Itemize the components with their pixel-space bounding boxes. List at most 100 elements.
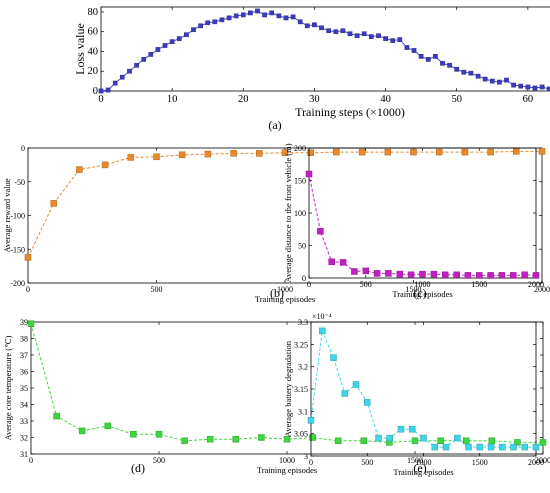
data-point [362, 267, 370, 275]
data-point [482, 76, 488, 82]
x-tick-label: 40 [380, 94, 391, 105]
data-point [437, 437, 444, 445]
data-point [153, 153, 160, 161]
y-tick-label: 0 [93, 86, 98, 97]
data-point [206, 435, 214, 443]
data-point [307, 149, 314, 156]
data-point [309, 434, 316, 441]
plot-frame [100, 6, 550, 92]
data-point [162, 43, 168, 48]
data-point [361, 31, 367, 37]
x-axis-ticks: 0 500 1000 1500 2000 [309, 322, 544, 467]
data-point [354, 33, 360, 39]
data-point [333, 148, 340, 156]
data-point [276, 13, 282, 19]
y-tick-label: 35 [20, 384, 28, 393]
series-markers [305, 170, 540, 279]
data-point [461, 148, 469, 156]
y-axis-label: Average battery degradation [283, 340, 293, 437]
data-point [304, 23, 310, 29]
x-tick-label: 0 [26, 285, 30, 294]
panel-label: (a) [268, 118, 281, 132]
data-point [256, 150, 263, 157]
data-point [312, 22, 317, 28]
data-point [504, 77, 509, 83]
series-markers [24, 148, 546, 261]
x-tick-label: 1500 [406, 285, 422, 294]
data-point [498, 272, 506, 279]
data-point [148, 52, 154, 57]
panel-label: (b) [270, 286, 284, 300]
y-tick-label: 38 [20, 335, 28, 344]
series-line [310, 328, 536, 448]
data-point [53, 412, 60, 420]
data-point [487, 443, 495, 451]
data-point [319, 25, 324, 31]
data-point [418, 54, 424, 59]
data-point [319, 327, 326, 335]
series-markers [27, 320, 547, 446]
x-tick-label: 30 [309, 94, 320, 105]
data-point [176, 36, 182, 41]
data-point [127, 154, 135, 161]
data-point [539, 84, 545, 90]
x-tick-label: 500 [153, 456, 165, 465]
y-axis-ticks: 0 20 40 60 80 [88, 7, 104, 97]
data-point [184, 32, 189, 38]
data-point [127, 68, 132, 74]
y-axis-label: Average distance to the front vehicle (m… [283, 143, 293, 282]
x-axis-label: Training episodes [257, 465, 317, 475]
data-point [375, 434, 382, 442]
data-point [410, 148, 417, 156]
data-point [351, 268, 358, 275]
x-tick-label: 1000 [277, 285, 293, 294]
data-point [178, 151, 186, 159]
data-point [141, 57, 147, 62]
data-point [368, 34, 374, 39]
y-tick-label: 33 [20, 417, 28, 426]
data-point [317, 227, 324, 235]
data-point [464, 272, 472, 279]
data-point [489, 78, 495, 84]
data-point [488, 437, 496, 445]
data-point [539, 439, 547, 446]
x-axis-label: Training episodes [393, 467, 453, 477]
x-tick-label: 1500 [472, 458, 488, 467]
data-point [283, 435, 291, 443]
data-point [290, 14, 296, 20]
data-point [27, 320, 35, 327]
y-tick-label: -100 [10, 212, 25, 221]
x-tick-label: 500 [151, 285, 163, 294]
data-point [330, 354, 337, 361]
data-point [297, 19, 303, 25]
data-point [373, 270, 381, 277]
data-point [475, 73, 481, 79]
data-point [169, 39, 175, 44]
x-tick-label: 2000 [528, 280, 544, 289]
data-point [487, 148, 494, 156]
y-tick-label: 32 [20, 434, 28, 443]
x-tick-label: 0 [98, 94, 103, 105]
x-axis-ticks: 010203040506070 [98, 7, 533, 105]
y-tick-label: 3.05 [294, 430, 308, 439]
data-point [347, 31, 353, 37]
y-axis-ticks: 31 32 33 34 35 36 37 38 39 [20, 318, 543, 459]
x-axis-label: Training episodes [255, 294, 315, 304]
data-point [435, 148, 443, 156]
data-point [499, 443, 506, 451]
data-point [360, 437, 368, 445]
data-point [404, 45, 410, 50]
y-tick-label: 36 [20, 368, 28, 377]
data-point [425, 57, 431, 62]
panel-d-temperature-chart: 0 500 1000 1500 2000313233343536373839Traini… [3, 318, 550, 475]
y-tick-label: 3.1 [298, 407, 308, 416]
data-point [521, 271, 528, 279]
data-point [191, 27, 196, 33]
y-tick-label: 37 [20, 351, 28, 360]
series-markers [98, 8, 550, 94]
panel-e-degradation-chart: 0 500 1000 1500 200033.053.13.153.23.253.3×1… [283, 312, 544, 477]
panel-b-reward-chart: 0 500 1000 1500 2000-200-150-100-500Training… [2, 144, 550, 304]
y-tick-label: 20 [88, 66, 99, 77]
